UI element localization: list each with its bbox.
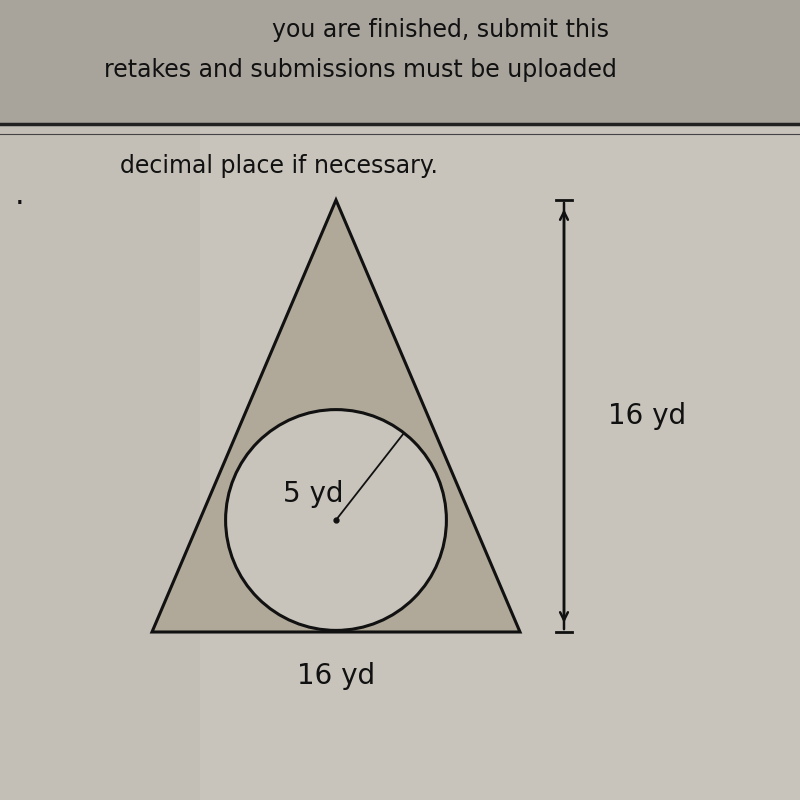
Bar (0, 0, 800, 124)
Text: decimal place if necessary.: decimal place if necessary. (120, 154, 438, 178)
Text: 16 yd: 16 yd (297, 662, 375, 690)
Bar (0, 0, 200, 800)
Text: .: . (14, 182, 24, 210)
Text: retakes and submissions must be uploaded: retakes and submissions must be uploaded (103, 58, 617, 82)
Circle shape (226, 410, 446, 630)
Text: 16 yd: 16 yd (608, 402, 686, 430)
Polygon shape (152, 200, 520, 632)
Text: 5 yd: 5 yd (283, 480, 344, 509)
Text: you are finished, submit this: you are finished, submit this (271, 18, 609, 42)
